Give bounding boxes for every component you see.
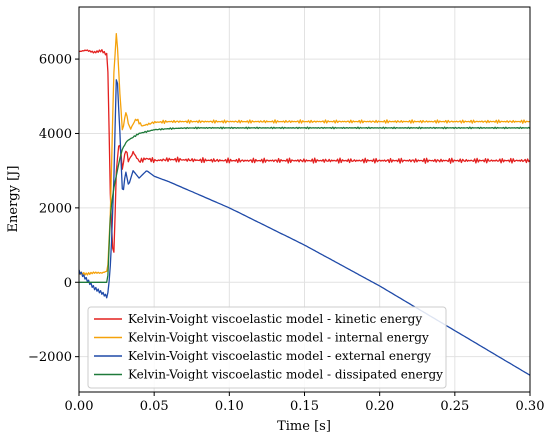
- legend-label: Kelvin-Voight viscoelastic model - dissi…: [128, 368, 443, 382]
- x-tick-label: 0.15: [290, 399, 319, 414]
- legend: Kelvin-Voight viscoelastic model - kinet…: [87, 306, 447, 389]
- y-axis-title: Energy [J]: [6, 166, 21, 233]
- series-line-3: [79, 126, 531, 283]
- x-tick-label: 0.30: [516, 399, 545, 414]
- y-tick-label: −2000: [28, 350, 72, 365]
- y-tick-label: 4000: [39, 127, 72, 142]
- y-tick-label: 2000: [39, 201, 72, 216]
- x-tick-label: 0.05: [140, 399, 169, 414]
- legend-label: Kelvin-Voight viscoelastic model - exter…: [128, 349, 431, 363]
- x-tick-label: 0.10: [215, 399, 244, 414]
- grid-layer: [78, 7, 531, 392]
- series-line-0: [78, 49, 531, 253]
- x-axis-title: Time [s]: [277, 419, 331, 434]
- tick-layer: 0.00 0.05 0.10 0.15 0.20 0.25 0.30 −2000 0 2000 40…: [28, 53, 544, 414]
- series-line-1: [78, 33, 531, 276]
- x-tick-label: 0.00: [65, 399, 94, 414]
- series-layer: [78, 33, 531, 376]
- series-line-2: [78, 79, 531, 376]
- legend-label: Kelvin-Voight viscoelastic model - inter…: [128, 331, 429, 345]
- y-tick-label: 6000: [39, 53, 72, 68]
- legend-box: [87, 306, 447, 389]
- legend-label: Kelvin-Voight viscoelastic model - kinet…: [128, 312, 422, 326]
- y-tick-label: 0: [64, 276, 72, 291]
- x-tick-label: 0.20: [365, 399, 394, 414]
- x-tick-label: 0.25: [440, 399, 469, 414]
